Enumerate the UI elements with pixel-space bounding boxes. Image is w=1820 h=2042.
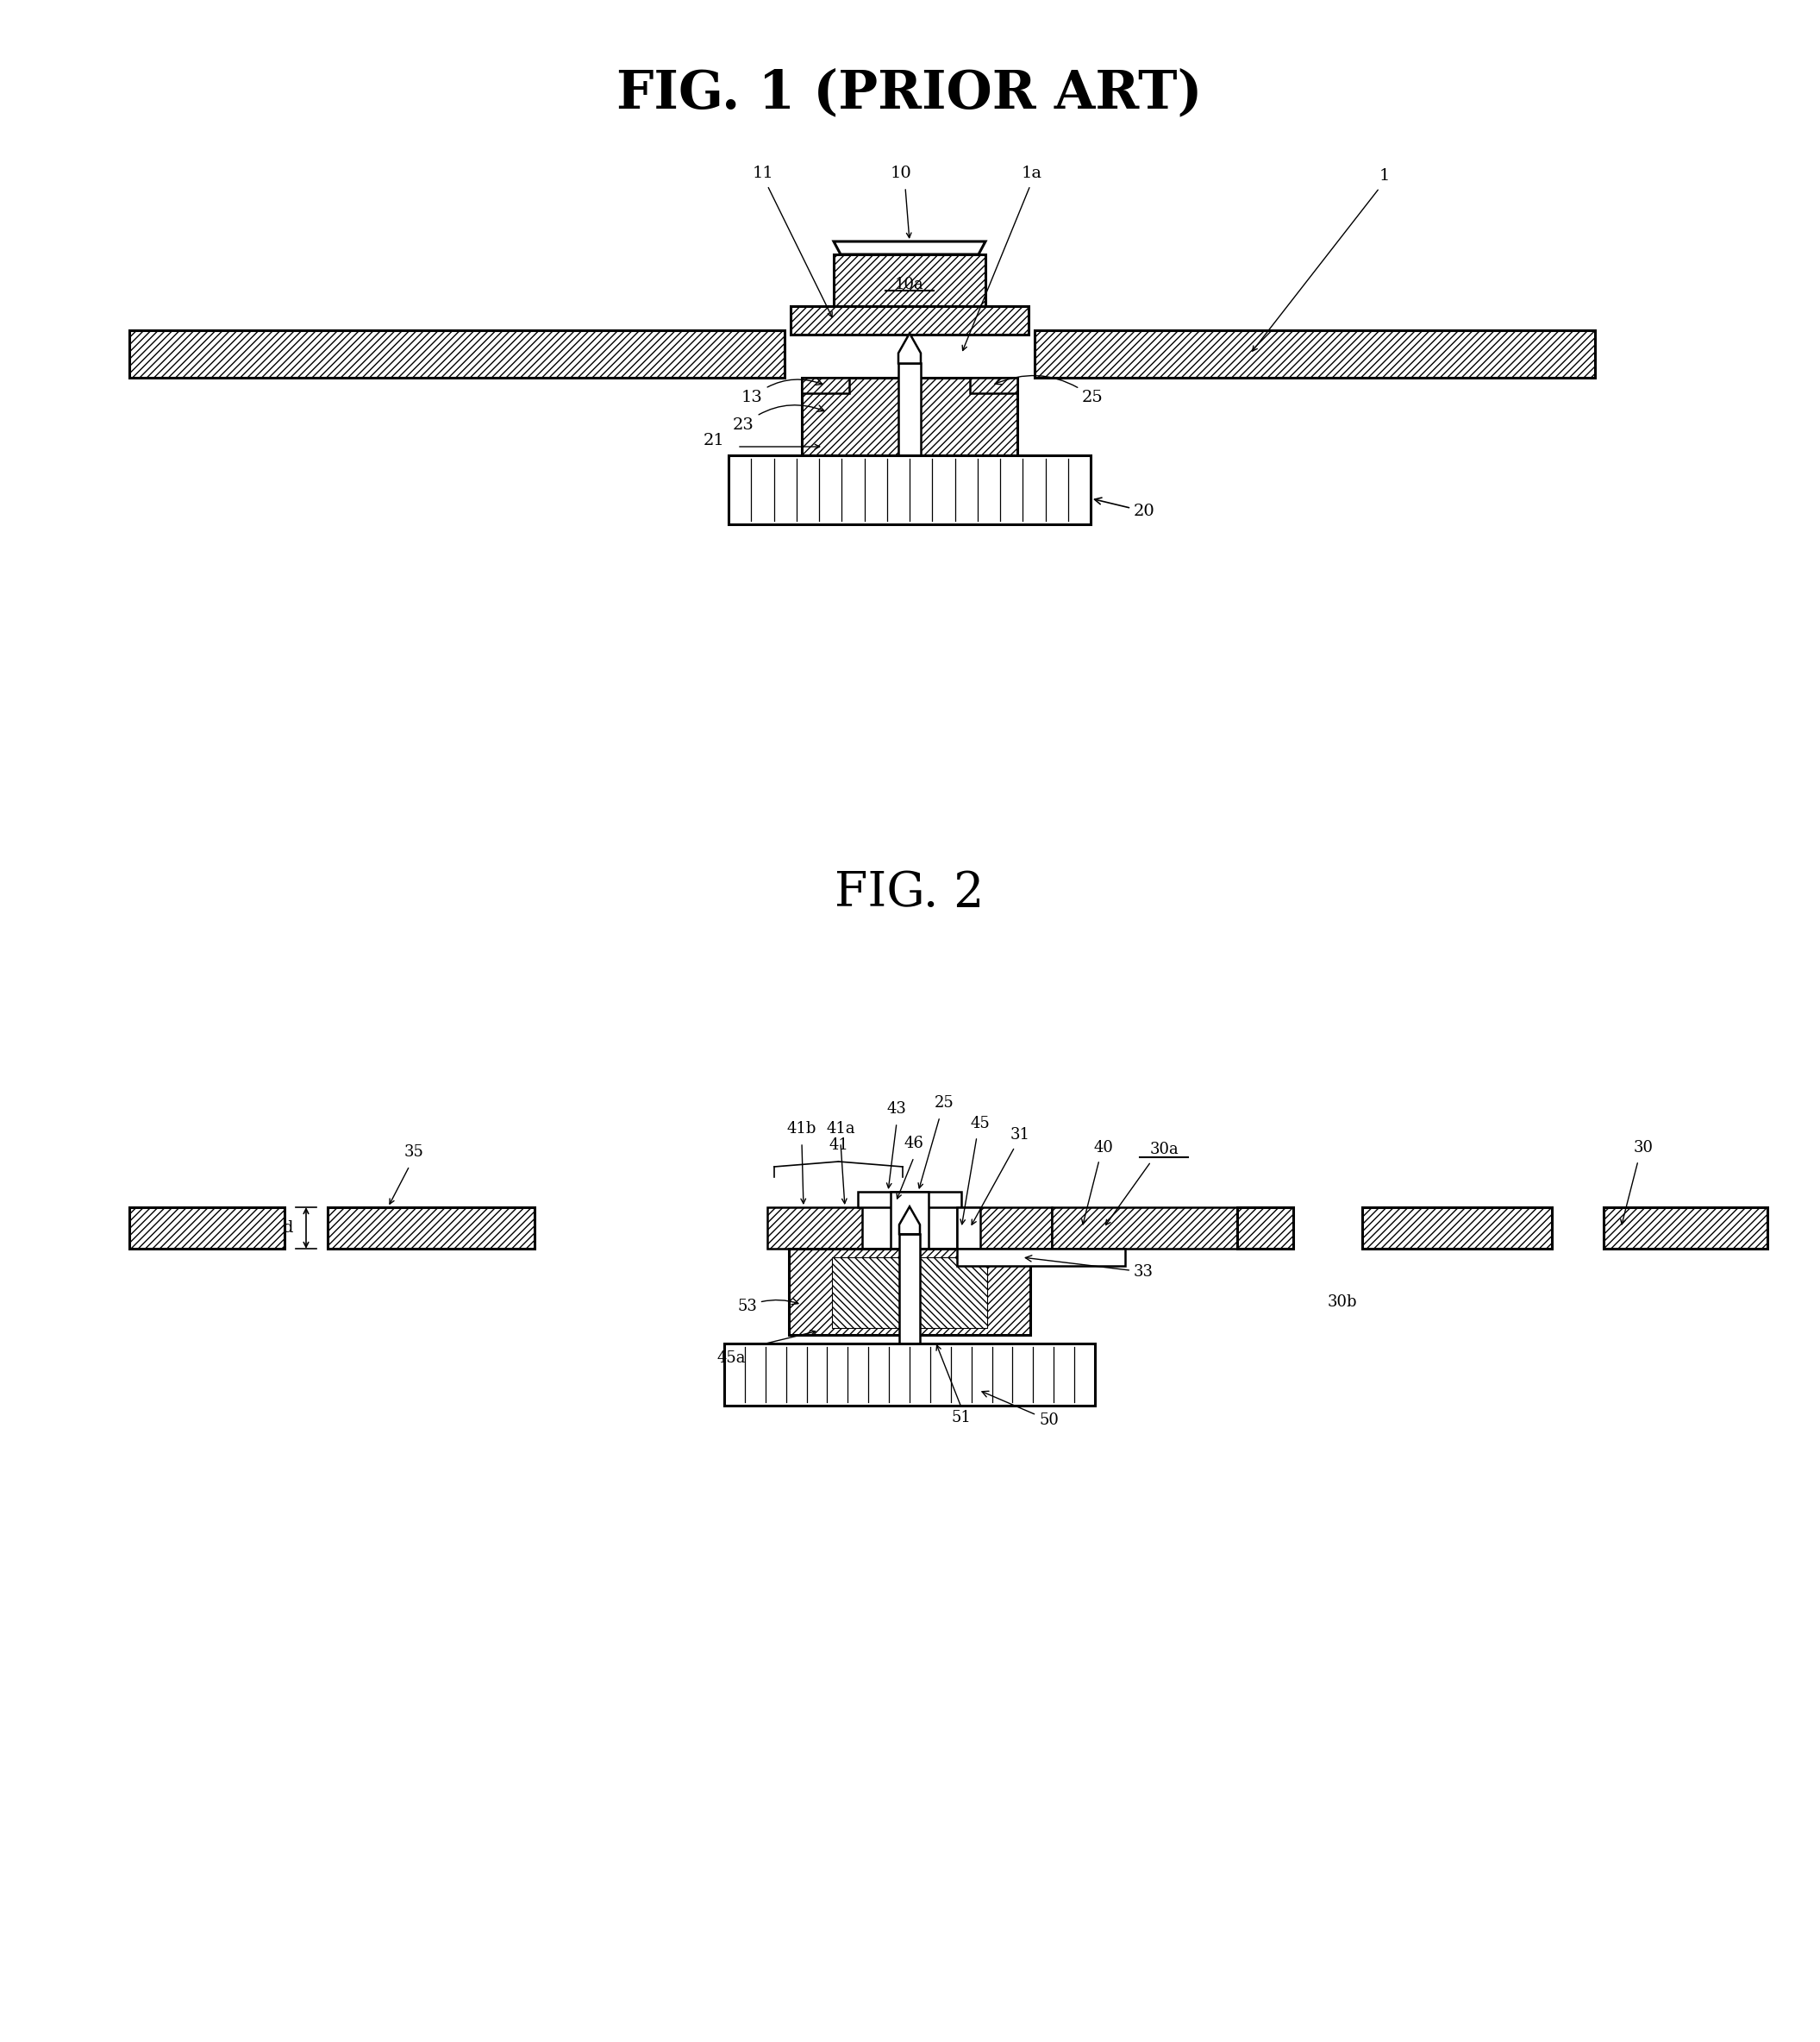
Bar — [728, 455, 1090, 525]
Text: 46: 46 — [905, 1135, 925, 1152]
Text: 13: 13 — [741, 378, 823, 404]
Bar — [129, 1207, 284, 1248]
Text: 31: 31 — [1010, 1127, 1030, 1144]
Bar — [970, 378, 1017, 394]
Bar — [899, 363, 921, 490]
Text: 51: 51 — [952, 1409, 972, 1425]
Text: 41: 41 — [828, 1137, 848, 1154]
Text: 20: 20 — [1094, 498, 1156, 519]
Bar — [1361, 1207, 1552, 1248]
Bar — [957, 1248, 1125, 1266]
Bar — [129, 331, 784, 378]
Bar — [1603, 1207, 1767, 1248]
Text: 21: 21 — [703, 433, 724, 449]
Bar — [890, 1193, 928, 1254]
Bar — [832, 1258, 986, 1327]
Bar — [328, 1207, 535, 1248]
Text: 25: 25 — [934, 1095, 954, 1111]
Text: 40: 40 — [1094, 1139, 1114, 1156]
Bar — [788, 1248, 1030, 1335]
Text: 11: 11 — [752, 165, 774, 182]
Bar — [834, 255, 985, 306]
Bar — [803, 378, 850, 394]
Bar — [1052, 1207, 1238, 1248]
Text: 33: 33 — [1025, 1256, 1154, 1280]
Text: 41a: 41a — [826, 1121, 855, 1137]
Text: 43: 43 — [886, 1101, 906, 1117]
Text: 30b: 30b — [1329, 1295, 1358, 1309]
Bar — [957, 1207, 981, 1248]
Text: 45a: 45a — [717, 1350, 746, 1366]
Text: 10: 10 — [890, 165, 912, 182]
Bar — [768, 1207, 863, 1248]
Text: 45: 45 — [970, 1115, 990, 1131]
Polygon shape — [899, 1207, 919, 1233]
Text: 23: 23 — [733, 404, 824, 433]
Text: 1: 1 — [1380, 167, 1390, 184]
Bar — [957, 1207, 1052, 1248]
Bar — [724, 1344, 1096, 1405]
Text: 50: 50 — [983, 1391, 1059, 1427]
Text: 25: 25 — [996, 376, 1103, 404]
Bar — [1034, 331, 1594, 378]
Bar — [1238, 1207, 1294, 1248]
Text: 30a: 30a — [1150, 1141, 1179, 1158]
Bar — [790, 306, 1028, 335]
Polygon shape — [899, 333, 921, 363]
Text: 41b: 41b — [786, 1121, 817, 1137]
Bar — [899, 1233, 919, 1374]
Text: FIG. 2: FIG. 2 — [835, 870, 985, 917]
Bar — [803, 378, 1017, 455]
Polygon shape — [834, 241, 985, 255]
Text: 30: 30 — [1634, 1139, 1654, 1156]
Text: 10a: 10a — [895, 278, 925, 292]
Text: FIG. 1 (PRIOR ART): FIG. 1 (PRIOR ART) — [617, 67, 1203, 118]
Bar — [857, 1193, 961, 1207]
Text: 53: 53 — [737, 1299, 799, 1315]
Text: 35: 35 — [404, 1144, 424, 1160]
Text: 1a: 1a — [1021, 165, 1043, 182]
Text: d: d — [282, 1221, 293, 1235]
